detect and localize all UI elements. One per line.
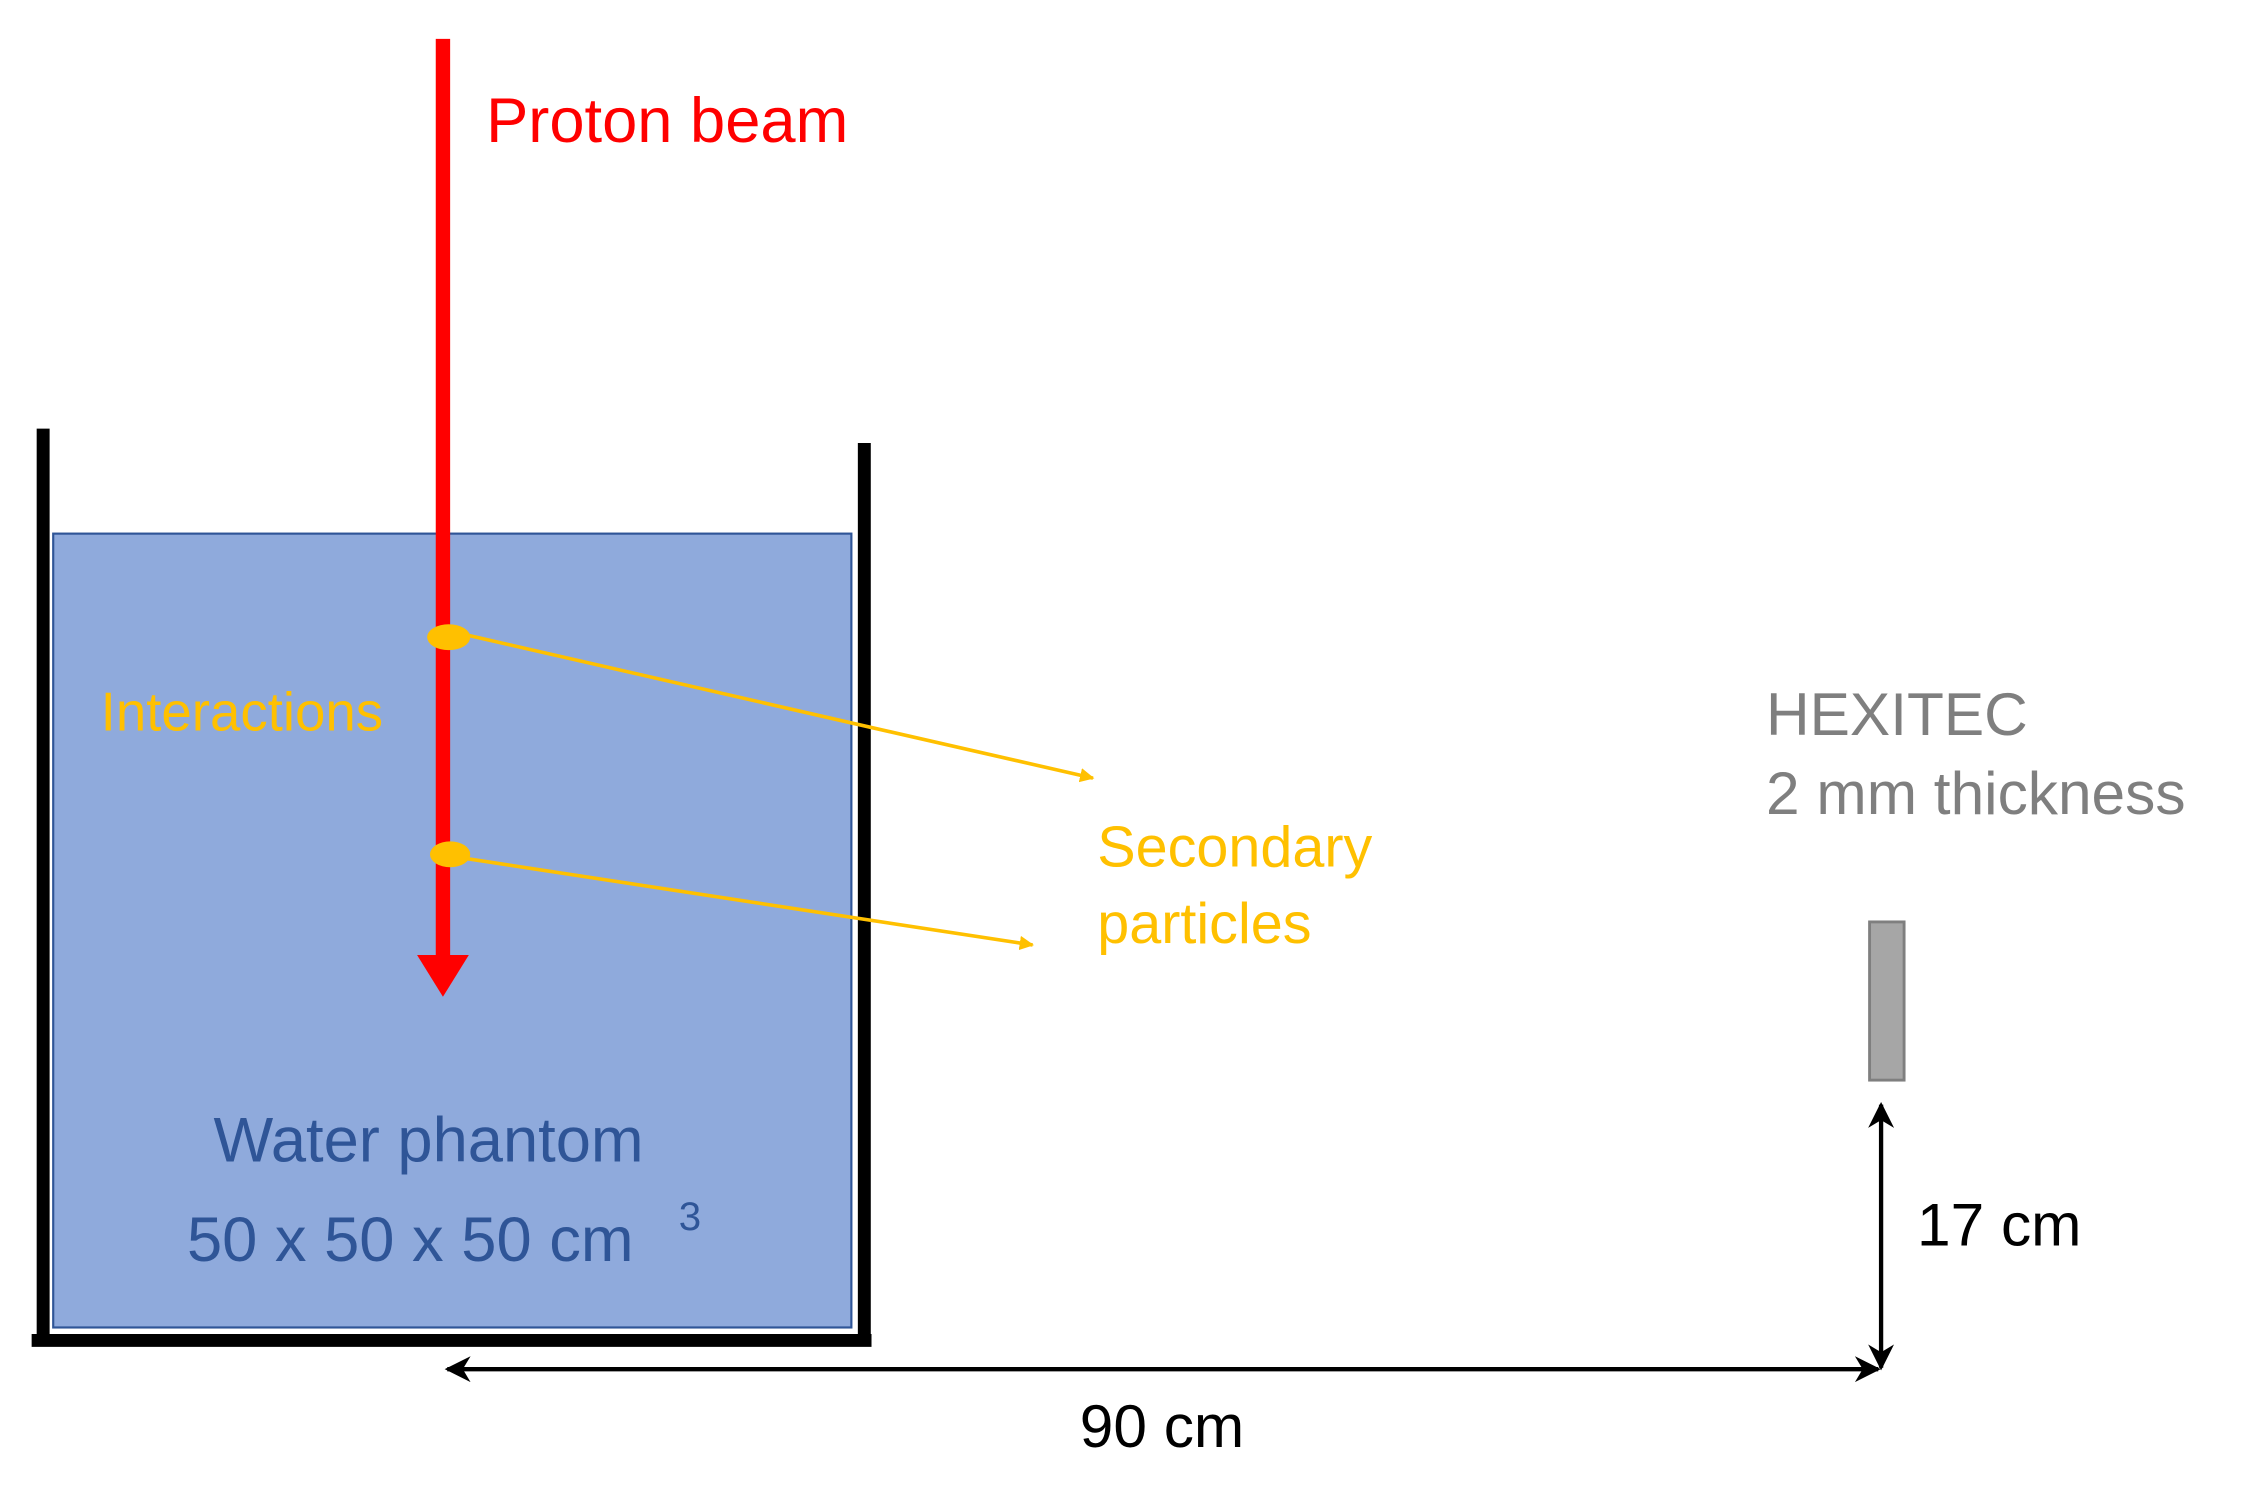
beam-arrowhead — [417, 954, 469, 997]
interaction-point — [430, 841, 471, 868]
distance-label: 90 cm — [1080, 1392, 1244, 1460]
phantom-size-exponent: 3 — [679, 1194, 701, 1239]
secondary-arrow — [456, 631, 1095, 783]
detector-detail: 2 mm thickness — [1766, 759, 2186, 827]
beam-label: Proton beam — [486, 86, 848, 156]
interactions-label: Interactions — [101, 682, 383, 743]
phantom-label: Water phantom — [213, 1106, 643, 1176]
height-label: 17 cm — [1917, 1191, 2081, 1259]
secondary-arrow — [457, 855, 1035, 951]
secondary-label: Secondary — [1097, 816, 1372, 880]
detector — [1868, 920, 1906, 1082]
water-phantom — [52, 532, 853, 1329]
detector-name: HEXITEC — [1766, 680, 2028, 748]
secondary-label: particles — [1097, 892, 1311, 956]
phantom-size: 50 x 50 x 50 cm — [187, 1205, 634, 1275]
interaction-point — [427, 624, 471, 651]
